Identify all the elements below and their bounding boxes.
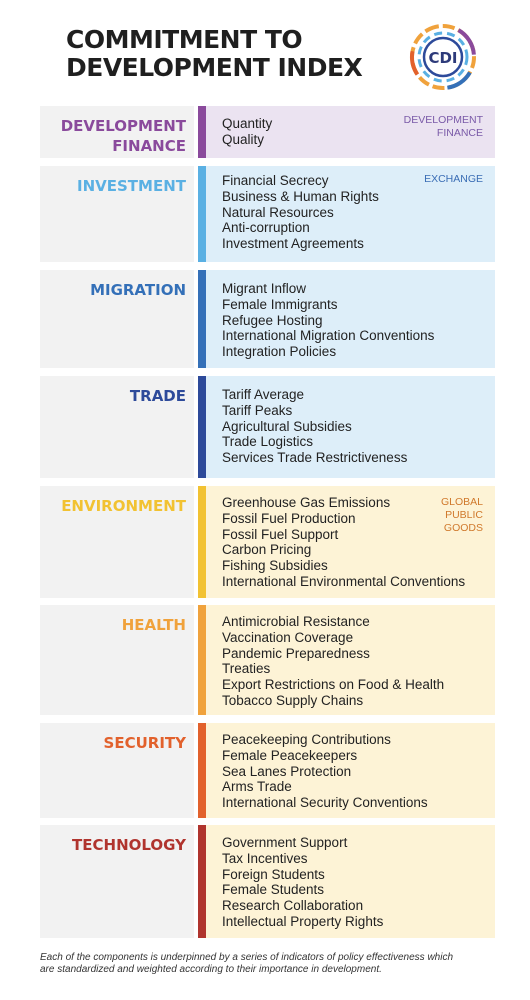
component-color-bar	[198, 106, 206, 158]
indicator-item: Government Support	[222, 835, 348, 850]
component-items-box: Financial Secrecy Business & Human Right…	[206, 166, 495, 262]
component-items-box: Government Support Tax Incentives Foreig…	[206, 825, 495, 938]
component-environment: ENVIRONMENT Greenhouse Gas Emissions Fos…	[40, 486, 495, 598]
indicator-item: Export Restrictions on Food & Health	[222, 677, 445, 693]
indicator-item: Sea Lanes Protection	[222, 763, 352, 779]
group-tag-exchange: EXCHANGE	[424, 173, 483, 185]
component-migration: MIGRATION Migrant Inflow Female Immigran…	[40, 270, 495, 368]
component-label: SECURITY	[103, 734, 186, 752]
indicator-item: Tax Incentives	[222, 850, 308, 866]
footer-note: Each of the components is underpinned by…	[40, 952, 454, 975]
component-label-box: HEALTH	[40, 605, 194, 715]
indicator-item: Fishing Subsidies	[222, 558, 328, 574]
page-title: COMMITMENT TO DEVELOPMENT INDEX	[66, 25, 363, 82]
indicator-item: Natural Resources	[222, 204, 334, 220]
component-label: DEVELOPMENT FINANCE	[60, 117, 186, 155]
indicator-item: Female Peacekeepers	[222, 747, 358, 763]
indicator-item: Foreign Students	[222, 866, 325, 882]
indicator-item: Pandemic Preparedness	[222, 645, 370, 661]
indicator-list: Tariff Average Tariff Peaks Agricultural…	[222, 387, 407, 466]
indicator-item: Tariff Peaks	[222, 402, 293, 418]
component-label: ENVIRONMENT	[61, 497, 186, 515]
component-technology: TECHNOLOGY Government Support Tax Incent…	[40, 825, 495, 938]
component-label-box: INVESTMENT	[40, 166, 194, 262]
title-line-2: DEVELOPMENT INDEX	[66, 53, 363, 82]
indicator-item: Arms Trade	[222, 779, 292, 795]
component-label-box: MIGRATION	[40, 270, 194, 368]
component-label: HEALTH	[121, 616, 186, 634]
component-color-bar	[198, 825, 206, 938]
component-items-box: Greenhouse Gas Emissions Fossil Fuel Pro…	[206, 486, 495, 598]
component-items-box: Antimicrobial Resistance Vaccination Cov…	[206, 605, 495, 715]
indicator-item: International Environmental Conventions	[222, 573, 466, 589]
title-line-1: COMMITMENT TO	[66, 25, 303, 54]
component-color-bar	[198, 166, 206, 262]
component-color-bar	[198, 376, 206, 478]
component-label: TRADE	[129, 387, 186, 405]
component-label-box: ENVIRONMENT	[40, 486, 194, 598]
indicator-list: Greenhouse Gas Emissions Fossil Fuel Pro…	[222, 495, 465, 590]
component-color-bar	[198, 270, 206, 368]
indicator-item: Greenhouse Gas Emissions	[222, 495, 391, 510]
indicator-list: Financial Secrecy Business & Human Right…	[222, 173, 379, 252]
indicator-list: Peacekeeping Contributions Female Peacek…	[222, 732, 428, 811]
indicator-list: Antimicrobial Resistance Vaccination Cov…	[222, 614, 444, 709]
indicator-item: International Migration Conventions	[222, 328, 435, 344]
logo-text: CDI	[428, 49, 457, 67]
indicator-item: Tariff Average	[222, 387, 305, 402]
indicator-item: Anti-corruption	[222, 220, 310, 236]
component-label-box: DEVELOPMENT FINANCE	[40, 106, 194, 158]
indicator-item: Vaccination Coverage	[222, 629, 354, 645]
indicator-item: Tobacco Supply Chains	[222, 692, 364, 708]
indicator-item: Agricultural Subsidies	[222, 418, 352, 434]
indicator-item: Intellectual Property Rights	[222, 913, 384, 929]
component-color-bar	[198, 605, 206, 715]
group-tag-global-public-goods: GLOBAL PUBLIC GOODS	[440, 496, 483, 534]
component-items-box: Migrant Inflow Female Immigrants Refugee…	[206, 270, 495, 368]
indicator-item: Financial Secrecy	[222, 173, 329, 188]
component-trade: TRADE Tariff Average Tariff Peaks Agricu…	[40, 376, 495, 478]
indicator-item: Integration Policies	[222, 344, 337, 360]
component-label: MIGRATION	[90, 281, 186, 299]
indicator-item: Quality	[222, 131, 265, 147]
indicator-item: Treaties	[222, 661, 271, 677]
indicator-item: Quantity	[222, 116, 273, 131]
indicator-item: Trade Logistics	[222, 434, 314, 450]
component-items-box: Tariff Average Tariff Peaks Agricultural…	[206, 376, 495, 478]
component-health: HEALTH Antimicrobial Resistance Vaccinat…	[40, 605, 495, 715]
component-items-box: Quantity Quality DEVELOPMENT FINANCE	[206, 106, 495, 158]
component-investment: INVESTMENT Financial Secrecy Business & …	[40, 166, 495, 262]
indicator-item: Fossil Fuel Production	[222, 510, 356, 526]
indicator-item: Services Trade Restrictiveness	[222, 450, 408, 466]
indicator-item: Peacekeeping Contributions	[222, 732, 391, 747]
component-development-finance: DEVELOPMENT FINANCE Quantity Quality DEV…	[40, 106, 495, 158]
cdi-logo: CDI	[410, 23, 476, 90]
component-label-box: TRADE	[40, 376, 194, 478]
indicator-item: Female Students	[222, 882, 325, 898]
indicator-list: Migrant Inflow Female Immigrants Refugee…	[222, 281, 434, 360]
indicator-list: Quantity Quality	[222, 116, 272, 148]
component-label: INVESTMENT	[77, 177, 186, 195]
group-tag-development-finance: DEVELOPMENT FINANCE	[403, 114, 483, 139]
indicator-item: Carbon Pricing	[222, 542, 312, 558]
indicator-item: Female Immigrants	[222, 296, 338, 312]
component-label-box: SECURITY	[40, 723, 194, 818]
indicator-list: Government Support Tax Incentives Foreig…	[222, 835, 383, 930]
indicator-item: Fossil Fuel Support	[222, 526, 339, 542]
component-label: TECHNOLOGY	[72, 836, 186, 854]
indicator-item: International Security Conventions	[222, 795, 428, 811]
component-color-bar	[198, 723, 206, 818]
indicator-item: Refugee Hosting	[222, 312, 323, 328]
indicator-item: Research Collaboration	[222, 898, 364, 914]
indicator-item: Business & Human Rights	[222, 188, 379, 204]
indicator-item: Investment Agreements	[222, 236, 364, 252]
indicator-item: Migrant Inflow	[222, 281, 307, 296]
component-security: SECURITY Peacekeeping Contributions Fema…	[40, 723, 495, 818]
component-label-box: TECHNOLOGY	[40, 825, 194, 938]
indicator-item: Antimicrobial Resistance	[222, 614, 370, 629]
component-items-box: Peacekeeping Contributions Female Peacek…	[206, 723, 495, 818]
component-color-bar	[198, 486, 206, 598]
